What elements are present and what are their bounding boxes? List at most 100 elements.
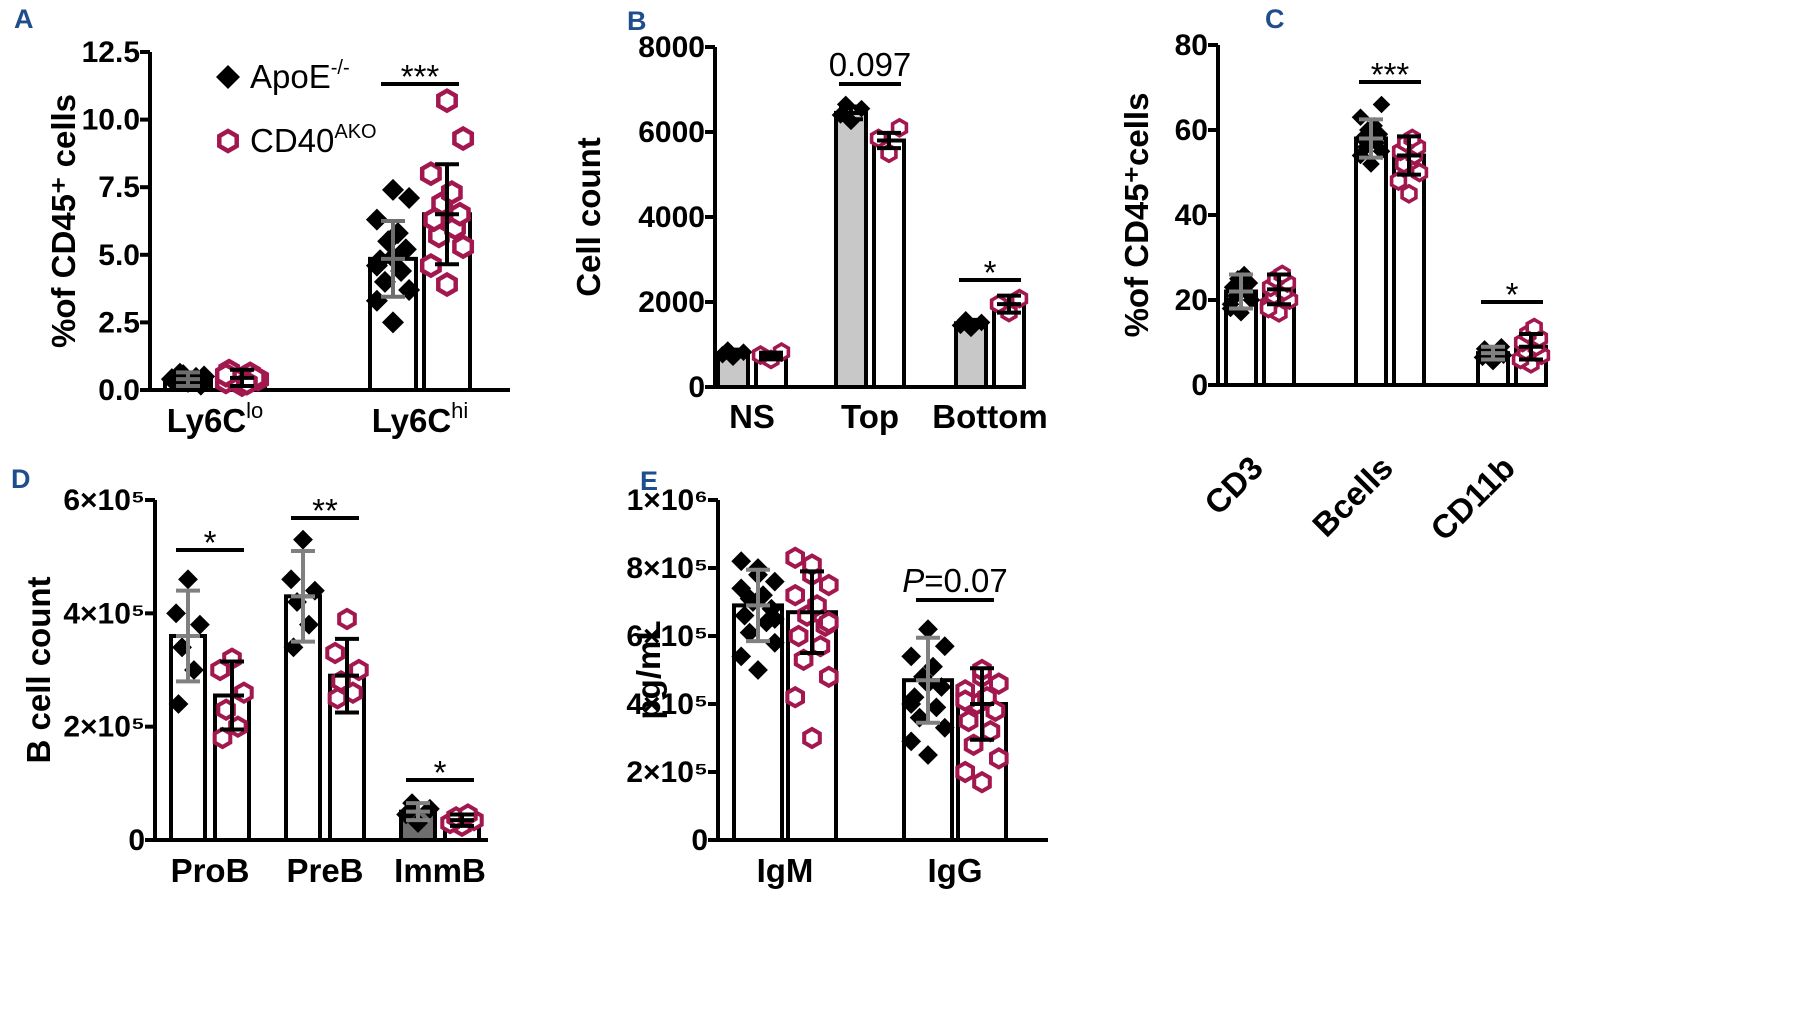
data-point-cd40 [210, 658, 230, 682]
data-point-apoe [178, 569, 198, 590]
data-point-cd40 [788, 624, 809, 648]
y-axis-label: %of CD45⁺ cells [45, 94, 82, 348]
data-point-cd40 [955, 689, 976, 712]
x-tick-label: ImmB [394, 852, 486, 889]
y-tick-label: 5.0 [98, 239, 140, 272]
data-point-apoe [190, 614, 210, 635]
y-axis-label: pg/mL [630, 621, 667, 720]
significance-label: * [984, 254, 997, 291]
x-tick-label: IgM [757, 852, 814, 889]
panel-letter: A [14, 4, 34, 34]
x-tick-label: Ly6Chi [372, 398, 469, 439]
significance-label: * [204, 524, 217, 561]
bar-c-bcells-apoe [1354, 136, 1388, 387]
x-tick-label: IgG [928, 852, 983, 889]
data-point-apoe [1372, 95, 1391, 114]
significance-label: * [434, 754, 447, 791]
data-point-cd40 [452, 125, 475, 152]
y-tick-label: 8×10⁵ [626, 552, 708, 585]
data-point-cd40 [452, 234, 475, 260]
data-point-cd40 [337, 607, 357, 631]
x-tick-label: Bottom [932, 398, 1047, 435]
legend-label-apoe: ApoE-/- [250, 57, 350, 95]
y-tick-label: 40 [1175, 199, 1208, 232]
data-point-apoe [731, 551, 752, 572]
data-point-apoe [365, 208, 388, 231]
y-tick-label: 0 [688, 371, 705, 404]
data-point-apoe [734, 605, 755, 626]
data-point-apoe [901, 731, 922, 752]
legend-label-cd40: CD40AKO [250, 121, 377, 159]
data-point-apoe [408, 813, 428, 833]
data-point-cd40 [234, 681, 254, 705]
data-point-apoe [731, 646, 752, 667]
chart-panel-d: D 0 2×10⁵ 4×10⁵ 6×10⁵ B cell count ProB PreB Imm… [11, 464, 488, 889]
y-tick-label: 0 [691, 824, 708, 857]
x-tick-label: CD3 [1197, 449, 1270, 522]
y-tick-label: 10.0 [82, 104, 140, 137]
bar-b-top-apoe [834, 110, 868, 389]
data-point-cd40 [327, 686, 348, 710]
data-point-apoe [926, 697, 947, 718]
data-point-apoe [901, 694, 922, 714]
data-point-cd40 [988, 672, 1009, 695]
y-tick-label: 80 [1175, 29, 1208, 62]
data-point-apoe [764, 609, 785, 629]
data-point-apoe [1351, 108, 1370, 127]
x-tick-label: ProB [171, 852, 250, 889]
data-point-cd40 [212, 726, 233, 750]
y-tick-label: 12.5 [82, 36, 140, 69]
y-tick-label: 4×10⁵ [626, 688, 708, 721]
chart-panel-e: E 0 2×10⁵ 4×10⁵ 6×10⁵ 8×10⁵ 1×10⁶ pg/mL IgM IgG P=… [626, 466, 1048, 889]
data-point-cd40 [818, 665, 839, 689]
y-tick-label: 2.5 [98, 306, 140, 339]
data-point-apoe [168, 694, 189, 714]
data-point-cd40 [988, 747, 1009, 770]
y-tick-label: 4×10⁵ [63, 597, 145, 630]
panel-letter: C [1265, 4, 1285, 34]
bar-b-bottom-apoe [954, 321, 988, 389]
data-point-cd40 [793, 648, 814, 672]
significance-label: 0.097 [829, 46, 912, 83]
y-tick-label: 1×10⁶ [627, 484, 708, 517]
open-hexagon-icon [217, 128, 239, 154]
chart-panel-a: A 0.0 2.5 5.0 7.5 10.0 12.5%of CD45⁺ cells Ly6C… [14, 4, 510, 439]
data-point-apoe [836, 95, 855, 114]
data-point-cd40 [802, 726, 822, 750]
data-point-cd40 [955, 760, 976, 784]
bar-b-top-cd40 [872, 138, 906, 389]
significance-label: * [1506, 276, 1519, 313]
data-point-cd40 [436, 88, 458, 114]
diamond-icon [216, 65, 240, 89]
y-tick-label: 2×10⁵ [63, 711, 145, 744]
data-point-cd40 [436, 271, 458, 298]
data-point-cd40 [818, 573, 839, 597]
panel-letter: E [640, 466, 658, 496]
data-point-cd40 [325, 641, 345, 665]
data-point-cd40 [958, 709, 979, 733]
data-point-cd40 [419, 161, 442, 187]
x-tick-label: Top [841, 398, 899, 435]
data-point-apoe [831, 106, 850, 124]
data-point-apoe [373, 270, 396, 293]
data-point-apoe [934, 636, 955, 657]
data-point-apoe [739, 622, 760, 643]
data-point-apoe [382, 178, 404, 201]
data-point-cd40 [972, 770, 992, 794]
data-point-apoe [901, 646, 922, 667]
data-point-cd40 [1410, 162, 1429, 183]
y-axis-label: %of CD45⁺cells [1118, 93, 1155, 338]
y-tick-label: 8000 [638, 31, 705, 64]
data-point-apoe [293, 529, 313, 550]
y-tick-label: 6×10⁵ [626, 620, 708, 653]
panel-letter: D [11, 464, 31, 494]
data-point-cd40 [818, 611, 839, 634]
y-axis-label: Cell count [570, 137, 607, 297]
y-tick-label: 2000 [638, 286, 705, 319]
data-point-apoe [382, 311, 404, 334]
y-tick-label: 2×10⁵ [626, 756, 708, 789]
data-point-cd40 [785, 546, 806, 570]
data-point-apoe [842, 112, 860, 131]
y-tick-label: 0 [1191, 369, 1208, 402]
y-tick-label: 4000 [638, 201, 705, 234]
